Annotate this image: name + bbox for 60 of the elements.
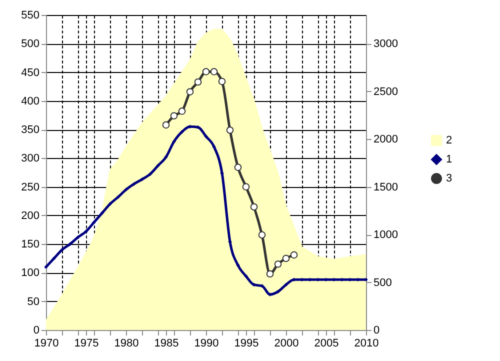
x-tick-label: 1975 bbox=[74, 338, 99, 350]
y-tick-label: 500 bbox=[21, 38, 40, 50]
x-tick-label: 2010 bbox=[354, 338, 379, 350]
point bbox=[92, 220, 96, 224]
point bbox=[290, 251, 298, 259]
point bbox=[218, 78, 226, 86]
x-tick-label: 1995 bbox=[234, 338, 259, 350]
point bbox=[140, 178, 144, 182]
point bbox=[76, 235, 80, 240]
y-tick-label: 150 bbox=[21, 238, 40, 251]
x-tick-label: 2000 bbox=[274, 338, 299, 350]
y2-tick-label: 1000 bbox=[374, 229, 398, 242]
point bbox=[60, 248, 64, 252]
point bbox=[282, 254, 290, 262]
y2-tick-label: 2500 bbox=[374, 86, 398, 98]
x-tick-label: 1985 bbox=[154, 338, 179, 350]
point bbox=[170, 112, 178, 120]
legend-label: 3 bbox=[446, 172, 452, 184]
point bbox=[180, 130, 184, 134]
legend-label: 2 bbox=[446, 134, 452, 146]
point bbox=[226, 126, 234, 134]
y-tick-label: 550 bbox=[21, 10, 40, 22]
point bbox=[194, 78, 202, 86]
x-tick-label: 1990 bbox=[194, 338, 219, 350]
point bbox=[148, 172, 152, 176]
point bbox=[274, 260, 282, 268]
line-series bbox=[44, 124, 368, 296]
point bbox=[210, 68, 218, 76]
y-tick-label: 0 bbox=[33, 324, 40, 336]
point bbox=[266, 270, 274, 278]
y-tick-label: 450 bbox=[21, 66, 40, 79]
y-tick-label: 300 bbox=[21, 152, 40, 165]
point bbox=[284, 282, 288, 287]
y-tick-label: 100 bbox=[21, 267, 40, 280]
point bbox=[234, 164, 242, 171]
y2-tick-label: 1500 bbox=[374, 181, 398, 194]
y-tick-label: 250 bbox=[21, 181, 40, 194]
y-tick-label: 400 bbox=[21, 95, 40, 108]
point bbox=[186, 88, 194, 96]
legend-label: 1 bbox=[446, 154, 452, 166]
point bbox=[258, 231, 266, 239]
y2-tick-label: 2000 bbox=[374, 134, 398, 146]
point bbox=[202, 68, 210, 76]
x-tick-label: 1970 bbox=[34, 338, 59, 350]
y-tick-label: 350 bbox=[21, 124, 40, 136]
y2-tick-label: 0 bbox=[374, 324, 380, 336]
point bbox=[100, 211, 104, 216]
point bbox=[124, 188, 128, 192]
point bbox=[244, 274, 248, 278]
point bbox=[178, 108, 186, 115]
x-tick-label: 2005 bbox=[314, 338, 339, 350]
y-tick-label: 50 bbox=[27, 296, 40, 308]
point bbox=[250, 203, 258, 211]
y2-tick-label: 3000 bbox=[374, 38, 398, 50]
y-tick-label: 200 bbox=[21, 210, 40, 222]
point bbox=[162, 121, 170, 129]
y2-tick-label: 500 bbox=[374, 276, 392, 289]
point bbox=[242, 183, 250, 190]
x-tick-label: 1980 bbox=[114, 338, 139, 350]
point bbox=[236, 263, 240, 268]
